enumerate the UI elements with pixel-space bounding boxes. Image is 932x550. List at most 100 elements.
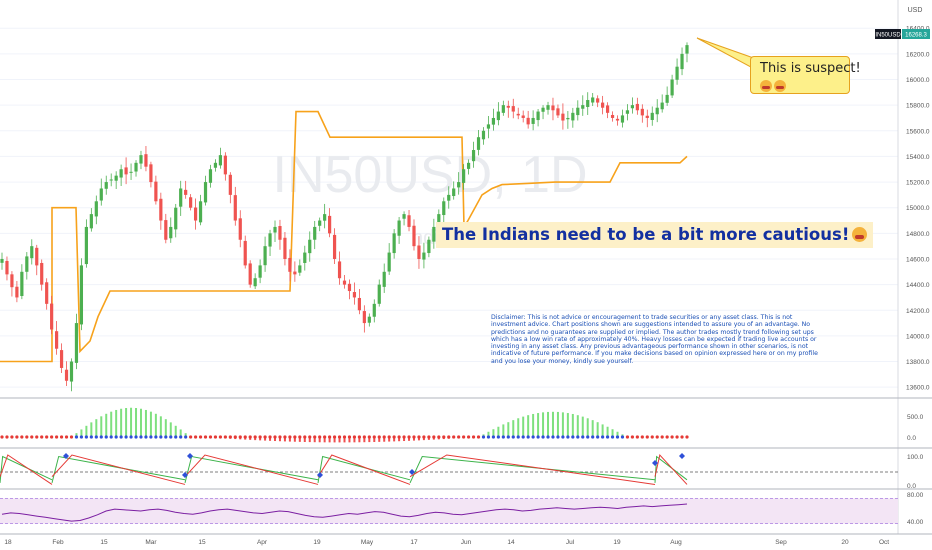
candle[interactable] bbox=[625, 104, 630, 121]
candle[interactable] bbox=[347, 279, 352, 300]
candle[interactable] bbox=[645, 109, 649, 128]
candle[interactable] bbox=[69, 358, 74, 392]
time-axis[interactable]: 18 Feb 15 Mar 15 Apr 19 May 17 Jun 14 Jul 19 Aug Sep 20… bbox=[4, 539, 889, 546]
candle[interactable] bbox=[596, 95, 600, 108]
candle[interactable] bbox=[337, 251, 342, 285]
candle[interactable] bbox=[531, 110, 535, 131]
candle[interactable] bbox=[591, 93, 595, 107]
candle[interactable] bbox=[5, 256, 9, 281]
candle[interactable] bbox=[59, 343, 64, 374]
candle[interactable] bbox=[576, 100, 580, 121]
headline-annotation[interactable]: The Indians need to be a bit more cautio… bbox=[436, 222, 874, 248]
candle[interactable] bbox=[581, 95, 585, 116]
candle[interactable] bbox=[635, 97, 639, 115]
callout-box[interactable]: This is suspect! bbox=[750, 56, 861, 94]
candle[interactable] bbox=[298, 259, 302, 276]
candle[interactable] bbox=[546, 101, 550, 115]
candle[interactable] bbox=[620, 109, 625, 128]
candle[interactable] bbox=[293, 261, 297, 282]
candle[interactable] bbox=[114, 171, 118, 189]
candle[interactable] bbox=[571, 107, 575, 128]
candle[interactable] bbox=[243, 235, 247, 269]
candle[interactable] bbox=[675, 58, 679, 85]
candle[interactable] bbox=[124, 157, 128, 185]
candle[interactable] bbox=[615, 115, 620, 126]
candle[interactable] bbox=[20, 264, 24, 300]
stochastic-pane[interactable] bbox=[0, 453, 898, 485]
candle[interactable] bbox=[382, 263, 386, 293]
candle[interactable] bbox=[670, 74, 674, 98]
candle[interactable] bbox=[268, 229, 272, 257]
candle[interactable] bbox=[422, 242, 426, 269]
candle[interactable] bbox=[457, 172, 461, 195]
candle[interactable] bbox=[640, 104, 644, 123]
candle[interactable] bbox=[223, 152, 227, 181]
candle[interactable] bbox=[367, 313, 371, 327]
candle[interactable] bbox=[471, 141, 476, 168]
candle[interactable] bbox=[501, 100, 505, 116]
candle[interactable] bbox=[462, 164, 466, 190]
candle[interactable] bbox=[248, 260, 252, 288]
candle[interactable] bbox=[442, 197, 446, 225]
candle[interactable] bbox=[10, 271, 14, 297]
candle[interactable] bbox=[45, 278, 49, 310]
candle[interactable] bbox=[134, 160, 138, 177]
candle[interactable] bbox=[253, 273, 257, 290]
candle[interactable] bbox=[50, 295, 54, 335]
candle[interactable] bbox=[313, 220, 317, 250]
candle[interactable] bbox=[650, 106, 654, 126]
candle[interactable] bbox=[496, 102, 500, 126]
candle[interactable] bbox=[586, 92, 590, 115]
candle[interactable] bbox=[99, 178, 103, 206]
candle[interactable] bbox=[491, 108, 496, 131]
candle[interactable] bbox=[407, 210, 411, 232]
candle[interactable] bbox=[362, 305, 366, 333]
candle[interactable] bbox=[516, 107, 520, 120]
candle[interactable] bbox=[605, 102, 610, 119]
candle[interactable] bbox=[278, 219, 282, 250]
candle[interactable] bbox=[154, 175, 158, 205]
candle[interactable] bbox=[655, 99, 659, 123]
candle[interactable] bbox=[332, 228, 337, 264]
candle[interactable] bbox=[198, 194, 203, 226]
candle[interactable] bbox=[179, 180, 183, 216]
candle[interactable] bbox=[417, 236, 421, 269]
candle[interactable] bbox=[193, 198, 198, 230]
candle[interactable] bbox=[15, 281, 19, 303]
candle[interactable] bbox=[447, 186, 451, 209]
candle[interactable] bbox=[541, 105, 545, 120]
candle[interactable] bbox=[25, 252, 29, 280]
candle[interactable] bbox=[521, 110, 525, 123]
candle[interactable] bbox=[273, 220, 277, 243]
candle[interactable] bbox=[506, 100, 510, 118]
candle[interactable] bbox=[526, 110, 530, 129]
candle[interactable] bbox=[601, 95, 605, 115]
candle[interactable] bbox=[129, 163, 133, 181]
candle[interactable] bbox=[342, 275, 347, 289]
candlestick-series[interactable] bbox=[0, 42, 689, 392]
candle[interactable] bbox=[630, 97, 634, 114]
candle[interactable] bbox=[139, 150, 143, 170]
candle[interactable] bbox=[119, 164, 123, 187]
candle[interactable] bbox=[189, 194, 193, 211]
candle[interactable] bbox=[84, 219, 88, 268]
candle[interactable] bbox=[486, 116, 491, 139]
candle[interactable] bbox=[387, 243, 391, 275]
rsi-pane[interactable] bbox=[0, 498, 898, 524]
histogram-pane[interactable] bbox=[0, 407, 689, 443]
candle[interactable] bbox=[402, 211, 406, 226]
candle[interactable] bbox=[184, 180, 188, 199]
candle[interactable] bbox=[288, 249, 292, 282]
candle[interactable] bbox=[536, 108, 540, 127]
candle[interactable] bbox=[55, 321, 59, 355]
candle[interactable] bbox=[660, 94, 664, 113]
candle[interactable] bbox=[685, 42, 689, 63]
candle[interactable] bbox=[208, 164, 213, 188]
candle[interactable] bbox=[466, 159, 471, 175]
candle[interactable] bbox=[412, 219, 416, 251]
candle[interactable] bbox=[104, 175, 108, 195]
candle[interactable] bbox=[680, 47, 684, 76]
candle[interactable] bbox=[392, 229, 396, 259]
candle[interactable] bbox=[228, 172, 232, 204]
candle[interactable] bbox=[323, 203, 327, 229]
